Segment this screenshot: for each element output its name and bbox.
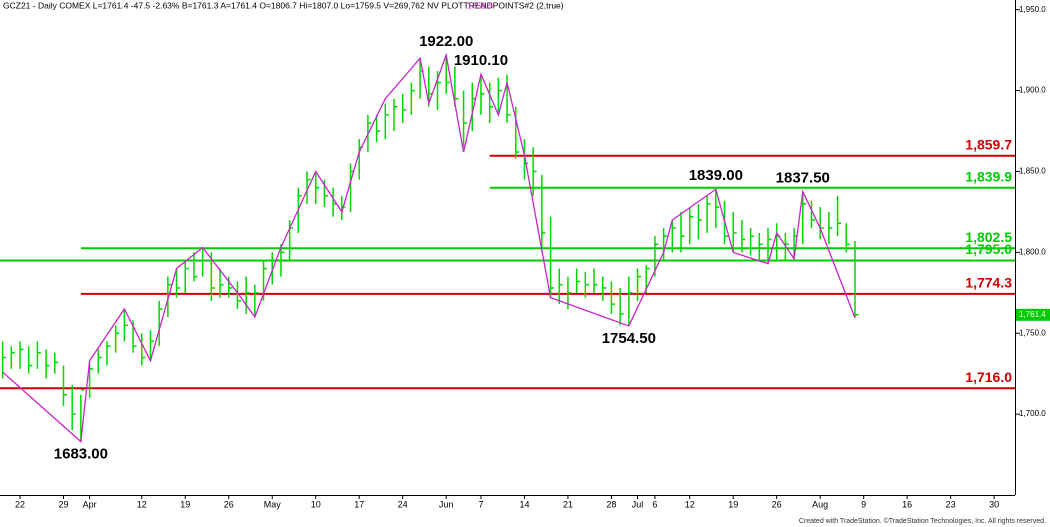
x-tick-label: 9 — [861, 499, 866, 509]
x-tick-label: May — [264, 499, 282, 509]
level-label: 1,774.3 — [965, 275, 1012, 291]
x-tick-label: 12 — [685, 499, 695, 509]
x-tick-label: 10 — [311, 499, 321, 509]
footer: Created with TradeStation. ©TradeStation… — [799, 517, 1046, 525]
x-tick-label: 16 — [902, 499, 912, 509]
x-tick-label: Apr — [83, 499, 97, 509]
last-price-box — [1016, 308, 1050, 321]
swing-label: 1754.50 — [602, 330, 656, 347]
y-tick-label: 1,850.0 — [1019, 167, 1046, 176]
swing-label: 1837.50 — [776, 170, 830, 187]
swing-label: 1910.10 — [454, 52, 508, 69]
level-label: 1,716.0 — [965, 369, 1012, 385]
x-tick-label: 14 — [519, 499, 529, 509]
x-tick-label: Jun — [439, 499, 454, 509]
x-tick-label: Aug — [812, 499, 828, 509]
x-tick-label: 19 — [180, 499, 190, 509]
x-tick-label: 17 — [354, 499, 364, 509]
x-tick-label: 26 — [772, 499, 782, 509]
y-tick-label: 1,800.0 — [1019, 247, 1046, 256]
x-tick-label: 26 — [224, 499, 234, 509]
header: GCZ21 - Daily COMEX L=1761.4 -47.5 -2.63… — [3, 0, 564, 10]
x-tick-label: 30 — [989, 499, 999, 509]
swing-label: 1839.00 — [689, 167, 743, 184]
level-label: 1,839.9 — [965, 169, 1012, 185]
level-label: 1,859.7 — [965, 136, 1012, 152]
swing-label: 1683.00 — [54, 446, 108, 463]
last-price-label: 1,761.4 — [1019, 310, 1046, 319]
x-tick-label: 23 — [946, 499, 956, 509]
y-tick-label: 1,750.0 — [1019, 328, 1046, 337]
level-label: 1,802.5 — [965, 229, 1012, 245]
x-tick-label: 21 — [563, 499, 573, 509]
level-label: 1,795.0 — [965, 241, 1012, 257]
header-value: 1759.5 — [467, 0, 493, 10]
y-tick-label: 1,950.0 — [1019, 5, 1046, 14]
swing-label: 1922.00 — [419, 33, 473, 50]
x-tick-label: 28 — [606, 499, 616, 509]
x-tick-label: 6 — [652, 499, 657, 509]
x-tick-label: 29 — [58, 499, 68, 509]
x-tick-label: 12 — [137, 499, 147, 509]
y-tick-label: 1,900.0 — [1019, 86, 1046, 95]
x-tick-label: 19 — [728, 499, 738, 509]
y-tick-label: 1,700.0 — [1019, 409, 1046, 418]
x-tick-label: 22 — [15, 499, 25, 509]
x-tick-label: Jul — [632, 499, 644, 509]
x-tick-label: 24 — [398, 499, 408, 509]
swing-line — [2, 52, 856, 443]
x-tick-label: 7 — [478, 499, 483, 509]
